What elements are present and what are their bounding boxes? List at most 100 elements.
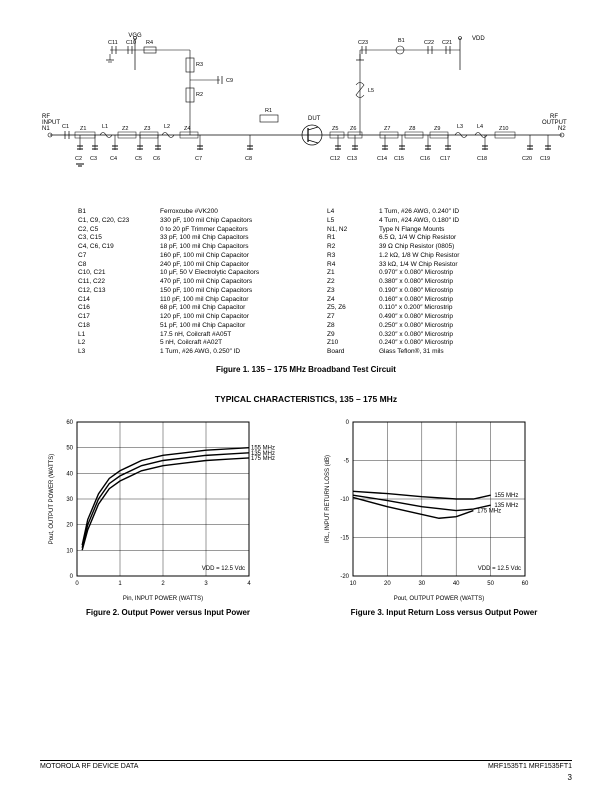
- svg-text:Z1: Z1: [80, 126, 86, 132]
- svg-text:Pout, OUTPUT POWER (WATTS): Pout, OUTPUT POWER (WATTS): [49, 454, 55, 545]
- part-desc: 120 pF, 100 mil Chip Capacitor: [160, 313, 315, 322]
- svg-text:Pin, INPUT POWER (WATTS): Pin, INPUT POWER (WATTS): [123, 596, 203, 602]
- top-left-caps: C11 C10 R4: [106, 40, 160, 62]
- part-desc: 0.380″ x 0.080″ Microstrip: [379, 278, 534, 287]
- svg-text:2: 2: [161, 581, 165, 587]
- r1: R1: [260, 108, 278, 122]
- svg-text:C13: C13: [347, 156, 357, 162]
- svg-text:-5: -5: [344, 459, 350, 465]
- svg-text:C7: C7: [195, 156, 202, 162]
- shunt-caps: C2 C3 C4 C5 C6 C7 C8 C12 C13 C14 C15 C16…: [75, 135, 551, 166]
- part-desc: 51 pF, 100 mil Chip Capacitor: [160, 322, 315, 331]
- svg-text:R3: R3: [196, 62, 203, 68]
- part-ref: C7: [78, 252, 148, 261]
- part-ref: C18: [78, 322, 148, 331]
- svg-text:-15: -15: [340, 536, 349, 542]
- circuit-svg: VGG VDD RF INPUT N1 RF OUTPUT N2 DUT C11…: [40, 30, 572, 200]
- part-desc: 0.190″ x 0.080″ Microstrip: [379, 287, 534, 296]
- chart-return-loss: 102030405060-20-15-10-50Pout, OUTPUT POW…: [316, 414, 572, 617]
- dut-label: DUT: [308, 116, 321, 122]
- svg-text:Pout, OUTPUT POWER (WATTS): Pout, OUTPUT POWER (WATTS): [394, 596, 485, 602]
- svg-text:Z9: Z9: [434, 126, 440, 132]
- part-ref: C10, C21: [78, 269, 148, 278]
- part-desc: 0.320″ x 0.080″ Microstrip: [379, 331, 534, 340]
- svg-text:-10: -10: [340, 497, 349, 503]
- svg-text:C8: C8: [245, 156, 252, 162]
- part-desc: 0 to 20 pF Trimmer Capacitors: [160, 226, 315, 235]
- part-ref: R2: [327, 243, 367, 252]
- part-ref: C2, C5: [78, 226, 148, 235]
- parts-list: B1C1, C9, C20, C23C2, C5C3, C15C4, C6, C…: [40, 208, 572, 357]
- part-ref: N1, N2: [327, 226, 367, 235]
- part-desc: Type N Flange Mounts: [379, 226, 534, 235]
- figure3-caption: Figure 3. Input Return Loss versus Outpu…: [351, 608, 538, 617]
- svg-text:40: 40: [453, 581, 460, 587]
- svg-text:4: 4: [247, 581, 251, 587]
- part-desc: 33 pF, 100 mil Chip Capacitors: [160, 234, 315, 243]
- transmission-strip: C1 Z1 L1 Z2 Z3 L2 Z4 Z5 Z6 Z7 Z8 Z9 L3 L…: [62, 124, 515, 139]
- svg-text:C5: C5: [135, 156, 142, 162]
- part-desc: 0.490″ x 0.080″ Microstrip: [379, 313, 534, 322]
- part-desc: 0.250″ x 0.080″ Microstrip: [379, 322, 534, 331]
- svg-text:0: 0: [75, 581, 79, 587]
- part-desc: 0.160″ x 0.080″ Microstrip: [379, 296, 534, 305]
- part-desc: Ferroxcube #VK200: [160, 208, 315, 217]
- part-desc: 1 Turn, #26 AWG, 0.240″ ID: [379, 208, 534, 217]
- svg-text:C22: C22: [424, 40, 434, 46]
- svg-text:Z5: Z5: [332, 126, 338, 132]
- part-desc: 0.110″ x 0.200″ Microstrip: [379, 304, 534, 313]
- part-desc: 4 Turn, #24 AWG, 0.180″ ID: [379, 217, 534, 226]
- svg-text:C15: C15: [394, 156, 404, 162]
- svg-text:C6: C6: [153, 156, 160, 162]
- part-desc: 68 pF, 100 mil Chip Capacitor: [160, 304, 315, 313]
- svg-text:0: 0: [70, 574, 74, 580]
- svg-text:1: 1: [118, 581, 122, 587]
- svg-text:L5: L5: [368, 88, 374, 94]
- chart1-svg: 012340102030405060Pin, INPUT POWER (WATT…: [40, 414, 296, 604]
- part-ref: R4: [327, 261, 367, 270]
- svg-text:B1: B1: [398, 38, 405, 44]
- part-ref: C1, C9, C20, C23: [78, 217, 148, 226]
- part-desc: 240 pF, 100 mil Chip Capacitor: [160, 261, 315, 270]
- part-ref: L3: [78, 348, 148, 357]
- svg-text:C9: C9: [226, 78, 233, 84]
- svg-text:R4: R4: [146, 40, 153, 46]
- svg-text:3: 3: [204, 581, 208, 587]
- part-desc: 150 pF, 100 mil Chip Capacitors: [160, 287, 315, 296]
- svg-text:175 MHz: 175 MHz: [251, 456, 275, 462]
- svg-text:L2: L2: [164, 124, 170, 130]
- svg-text:50: 50: [66, 446, 73, 452]
- svg-text:VDD = 12.5 Vdc: VDD = 12.5 Vdc: [202, 566, 245, 572]
- svg-text:C1: C1: [62, 124, 69, 130]
- circuit-schematic: VGG VDD RF INPUT N1 RF OUTPUT N2 DUT C11…: [40, 30, 572, 200]
- part-desc: 1.2 kΩ, 1/8 W Chip Resistor: [379, 252, 534, 261]
- svg-text:Z4: Z4: [184, 126, 190, 132]
- part-ref: C12, C13: [78, 287, 148, 296]
- part-ref: L4: [327, 208, 367, 217]
- svg-text:10: 10: [350, 581, 357, 587]
- svg-text:155 MHz: 155 MHz: [494, 493, 518, 499]
- footer-right: MRF1535T1 MRF1535FT1: [488, 763, 572, 770]
- svg-text:IRL, INPUT RETURN LOSS (dB): IRL, INPUT RETURN LOSS (dB): [325, 455, 331, 543]
- vgg-label: VGG: [128, 33, 142, 39]
- svg-text:C2: C2: [75, 156, 82, 162]
- svg-text:Z6: Z6: [350, 126, 356, 132]
- part-desc: 330 pF, 100 mil Chip Capacitors: [160, 217, 315, 226]
- svg-text:Z10: Z10: [499, 126, 508, 132]
- part-desc: 33 kΩ, 1/4 W Chip Resistor: [379, 261, 534, 270]
- part-ref: Z1: [327, 269, 367, 278]
- part-ref: Board: [327, 348, 367, 357]
- svg-text:20: 20: [384, 581, 391, 587]
- footer-left: MOTOROLA RF DEVICE DATA: [40, 763, 138, 770]
- svg-text:C21: C21: [442, 40, 452, 46]
- part-ref: C3, C15: [78, 234, 148, 243]
- part-ref: Z2: [327, 278, 367, 287]
- part-desc: Glass Teflon®, 31 mils: [379, 348, 534, 357]
- part-ref: C4, C6, C19: [78, 243, 148, 252]
- part-desc: 6.5 Ω, 1/4 W Chip Resistor: [379, 234, 534, 243]
- figure1-caption: Figure 1. 135 – 175 MHz Broadband Test C…: [40, 365, 572, 374]
- part-ref: B1: [78, 208, 148, 217]
- svg-text:C14: C14: [377, 156, 387, 162]
- svg-text:10: 10: [66, 548, 73, 554]
- svg-text:40: 40: [66, 471, 73, 477]
